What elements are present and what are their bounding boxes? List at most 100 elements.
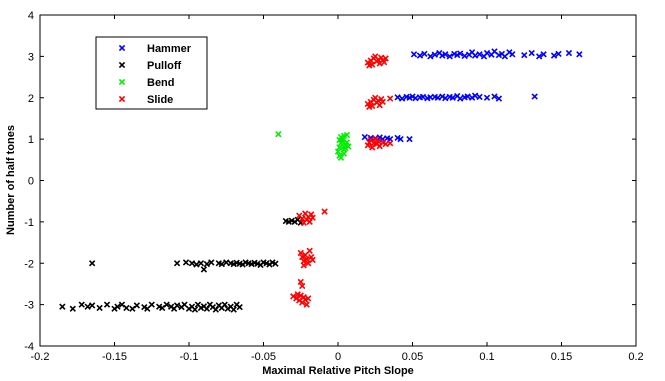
hammer-point bbox=[410, 51, 418, 58]
hammer-point bbox=[442, 51, 449, 58]
hammer-point bbox=[565, 49, 573, 57]
pulloff-point bbox=[193, 261, 200, 268]
x-tick-label: 0 bbox=[335, 351, 341, 363]
pulloff-point bbox=[200, 266, 208, 273]
legend-item-pulloff: Pulloff bbox=[118, 60, 182, 72]
x-tick-label: 0.1 bbox=[479, 351, 494, 363]
pulloff-point bbox=[230, 306, 237, 313]
hammer-point bbox=[461, 52, 468, 60]
slide-point bbox=[306, 218, 313, 226]
pulloff-point bbox=[203, 305, 211, 312]
hammer-point bbox=[535, 53, 543, 60]
hammer-point bbox=[446, 53, 453, 60]
hammer-point bbox=[427, 53, 434, 60]
legend-item-bend: Bend bbox=[118, 77, 175, 89]
legend-marker-hammer bbox=[118, 44, 126, 52]
x-tick-label: -0.1 bbox=[180, 351, 199, 363]
x-axis-title: Maximal Relative Pitch Slope bbox=[262, 365, 414, 377]
y-tick-label: 0 bbox=[28, 176, 34, 188]
y-tick-label: -4 bbox=[24, 341, 34, 353]
pulloff-point bbox=[96, 304, 103, 312]
hammer-point bbox=[457, 50, 464, 57]
legend-marker-bend bbox=[118, 78, 126, 86]
pulloff-point bbox=[78, 301, 85, 308]
pulloff-point bbox=[208, 259, 215, 266]
pulloff-point bbox=[103, 301, 111, 308]
x-tick-label: -0.2 bbox=[31, 351, 50, 363]
hammer-point bbox=[483, 94, 491, 101]
x-tick-label: -0.15 bbox=[102, 351, 127, 363]
x-tick-label: 0.15 bbox=[551, 351, 572, 363]
legend-item-hammer: Hammer bbox=[118, 43, 192, 55]
data-points bbox=[59, 48, 583, 313]
hammer-point bbox=[531, 93, 538, 100]
legend-marker-slide bbox=[118, 95, 126, 103]
slide-point bbox=[379, 139, 386, 146]
hammer-point bbox=[550, 52, 558, 59]
hammer-point bbox=[495, 95, 503, 102]
legend: Hammer Pulloff Bend Slide bbox=[95, 36, 208, 110]
pulloff-point bbox=[197, 304, 205, 312]
slide-point bbox=[375, 97, 382, 104]
hammer-point bbox=[576, 51, 583, 58]
slide-point bbox=[297, 249, 304, 257]
x-tick-label: -0.05 bbox=[251, 351, 276, 363]
hammer-point bbox=[412, 94, 419, 102]
hammer-point bbox=[540, 51, 547, 58]
slide-point bbox=[303, 301, 310, 308]
y-axis-title: Number of half tones bbox=[5, 125, 17, 235]
pulloff-point bbox=[188, 260, 196, 267]
slide-point bbox=[309, 214, 316, 221]
pulloff-point bbox=[69, 305, 76, 312]
hammer-point bbox=[397, 135, 404, 143]
pulloff-point bbox=[272, 260, 279, 267]
pulloff-point bbox=[173, 302, 181, 309]
slide-point bbox=[382, 55, 389, 62]
hammer-point bbox=[434, 94, 441, 101]
hammer-point bbox=[431, 51, 439, 58]
bend-point bbox=[340, 150, 348, 157]
pulloff-point bbox=[221, 301, 228, 308]
slide-point bbox=[309, 256, 316, 264]
x-tick-label: 0.2 bbox=[628, 351, 643, 363]
slide-point bbox=[300, 219, 307, 226]
hammer-point bbox=[555, 50, 562, 58]
pulloff-point bbox=[84, 303, 91, 310]
pulloff-point bbox=[197, 260, 205, 267]
x-axis-ticks: -0.2 -0.15 -0.1 -0.05 0 0.05 0.1 0.15 0.2 bbox=[31, 15, 644, 363]
pulloff-point bbox=[223, 259, 230, 266]
hammer-point bbox=[419, 93, 427, 101]
y-tick-label: 1 bbox=[28, 134, 34, 146]
hammer-point bbox=[421, 50, 428, 58]
bend-point bbox=[336, 144, 343, 151]
pulloff-point bbox=[212, 306, 219, 313]
legend-box bbox=[95, 36, 208, 110]
bend-point bbox=[343, 139, 351, 146]
slide-point bbox=[375, 138, 382, 145]
hammer-point bbox=[361, 133, 368, 141]
legend-items: Hammer Pulloff Bend Slide bbox=[118, 43, 192, 106]
legend-item-slide: Slide bbox=[118, 94, 173, 106]
y-tick-label: 4 bbox=[28, 10, 34, 22]
hammer-point bbox=[464, 93, 471, 100]
pulloff-point bbox=[133, 302, 141, 309]
legend-label-bend: Bend bbox=[147, 77, 175, 89]
pulloff-point bbox=[88, 302, 96, 309]
slide-point bbox=[369, 144, 376, 151]
hammer-point bbox=[457, 95, 464, 102]
slide-point bbox=[321, 208, 328, 215]
slide-point bbox=[305, 295, 312, 302]
pulloff-point bbox=[114, 303, 121, 310]
legend-marker-pulloff bbox=[118, 61, 126, 69]
hammer-point bbox=[442, 94, 449, 102]
pulloff-point bbox=[203, 260, 211, 268]
y-tick-label: -3 bbox=[24, 300, 34, 312]
hammer-point bbox=[409, 93, 416, 100]
x-tick-label: 0.05 bbox=[402, 351, 423, 363]
pulloff-point bbox=[218, 260, 225, 268]
slide-point bbox=[381, 59, 388, 66]
hammer-point bbox=[483, 49, 491, 57]
bend-point bbox=[334, 148, 342, 155]
slide-point bbox=[386, 140, 394, 147]
pulloff-point bbox=[88, 260, 96, 267]
